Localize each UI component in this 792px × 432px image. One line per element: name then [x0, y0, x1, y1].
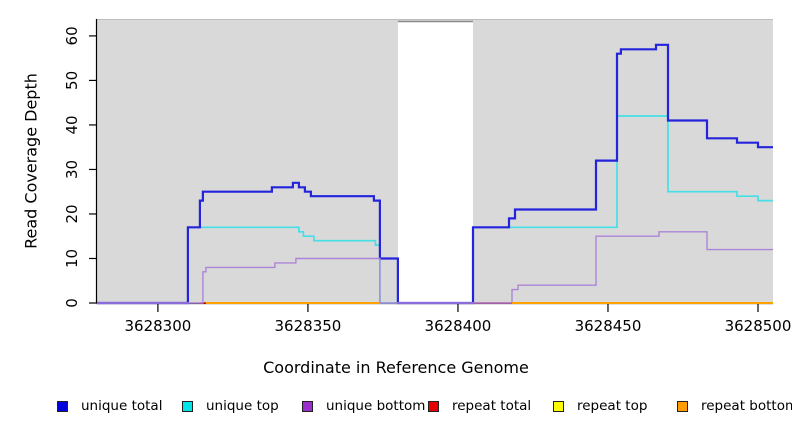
legend-label: unique bottom — [326, 398, 426, 414]
legend-item-unique-bottom: unique bottom — [302, 396, 425, 416]
y-tick-label: 40 — [63, 115, 81, 134]
legend-label: repeat top — [577, 398, 648, 414]
legend: unique total unique top unique bottom repea… — [0, 396, 792, 420]
legend-item-repeat-total: repeat total — [428, 396, 531, 416]
legend-swatch — [428, 400, 439, 412]
y-tick-label: 50 — [63, 71, 81, 90]
y-tick-label: 20 — [63, 204, 81, 223]
x-axis-title: Coordinate in Reference Genome — [263, 358, 529, 377]
y-tick-label: 0 — [63, 298, 81, 308]
legend-label: repeat bottom — [701, 398, 792, 414]
y-tick-label: 10 — [63, 249, 81, 268]
plot-background-layer — [97, 19, 773, 303]
y-tick-label: 30 — [63, 160, 81, 179]
legend-item-unique-total: unique total — [57, 396, 162, 416]
x-tick-label: 3628350 — [275, 317, 342, 335]
series-path — [97, 231, 773, 304]
x-tick-label: 3628400 — [425, 317, 492, 335]
legend-label: unique top — [206, 398, 279, 414]
y-tick-label: 60 — [63, 26, 81, 45]
masked-region — [397, 21, 473, 303]
legend-swatch — [57, 400, 68, 412]
y-axis-title: Read Coverage Depth — [21, 73, 41, 249]
series-layer — [97, 43, 773, 305]
x-tick-label: 3628500 — [725, 317, 792, 335]
legend-item-repeat-top: repeat top — [553, 396, 647, 416]
x-tick-label: 3628450 — [575, 317, 642, 335]
legend-swatch — [553, 400, 564, 412]
series-unique-bottom — [97, 231, 773, 304]
legend-label: repeat total — [452, 398, 532, 414]
legend-swatch — [302, 400, 313, 412]
x-tick-label: 3628300 — [125, 317, 192, 335]
legend-label: unique total — [81, 398, 163, 414]
axes-layer: 3628300 3628350 3628400 3628450 3628500 0 10 20… — [63, 19, 791, 335]
legend-item-repeat-bottom: repeat bottom — [677, 396, 792, 416]
legend-swatch — [677, 400, 688, 412]
legend-swatch — [182, 400, 193, 412]
legend-item-unique-top: unique top — [182, 396, 279, 416]
